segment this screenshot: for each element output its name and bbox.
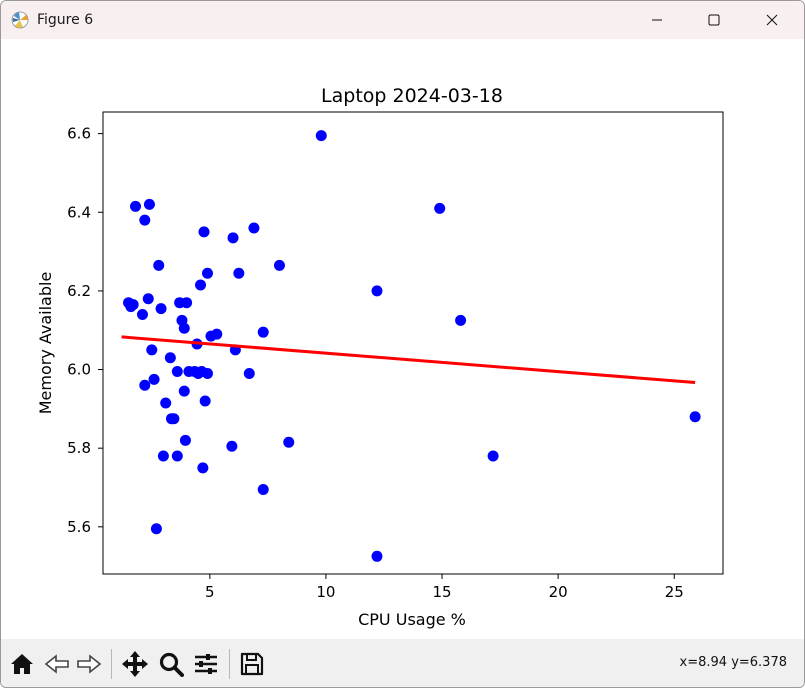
data-point <box>198 226 210 238</box>
data-point <box>148 373 160 385</box>
data-point <box>179 434 191 446</box>
data-point <box>226 440 238 452</box>
cursor-x: x=8.94 <box>679 655 728 670</box>
toolbar-separator <box>229 649 230 679</box>
scatter-chart: Laptop 2024-03-18 5 10 15 20 25 5.6 5.8 6.0 6.2… <box>36 85 724 629</box>
x-tick-label: 5 <box>205 583 215 601</box>
data-point <box>160 397 172 409</box>
home-button[interactable] <box>7 649 37 679</box>
data-point <box>171 366 183 378</box>
y-axis-label: Memory Available <box>36 272 55 415</box>
window-title: Figure 6 <box>37 12 94 28</box>
maximize-icon <box>708 14 720 26</box>
data-point <box>171 450 183 462</box>
trend-line-group <box>121 335 696 385</box>
data-point <box>371 285 383 297</box>
plot-area <box>102 111 724 575</box>
data-points <box>123 130 701 562</box>
data-point <box>487 450 499 462</box>
zoom-icon <box>159 652 184 677</box>
data-point <box>257 483 269 495</box>
zoom-button[interactable] <box>156 649 186 679</box>
cursor-y: y=6.378 <box>731 655 787 670</box>
y-tick-label: 6.0 <box>67 361 91 379</box>
data-point <box>153 259 165 271</box>
forward-button[interactable] <box>74 649 104 679</box>
data-point <box>371 550 383 562</box>
forward-icon <box>77 654 102 674</box>
x-tick-label: 25 <box>665 583 684 601</box>
data-point <box>150 523 162 535</box>
y-axis-ticks: 5.6 5.8 6.0 6.2 6.4 6.6 <box>67 125 103 536</box>
save-icon <box>240 652 264 676</box>
data-point <box>273 259 285 271</box>
cursor-coordinates: x=8.94 y=6.378 <box>680 655 787 670</box>
data-point <box>168 413 180 425</box>
configure-subplots-icon <box>195 654 217 674</box>
minimize-button[interactable] <box>629 1 685 39</box>
data-point <box>139 379 151 391</box>
save-button[interactable] <box>237 649 267 679</box>
data-point <box>689 411 701 423</box>
data-point <box>164 352 176 364</box>
y-tick-label: 6.4 <box>67 203 91 221</box>
data-point <box>155 303 167 315</box>
data-point <box>142 293 154 305</box>
figure-canvas[interactable]: Laptop 2024-03-18 5 10 15 20 25 5.6 5.8 6.0 6.2… <box>1 39 804 639</box>
maximize-button[interactable] <box>686 1 742 39</box>
data-point <box>195 279 207 291</box>
configure-subplots-button[interactable] <box>191 649 221 679</box>
matplotlib-app-icon <box>11 11 29 29</box>
data-point <box>201 267 213 279</box>
minimize-icon <box>652 19 662 21</box>
close-button[interactable] <box>744 1 800 39</box>
y-tick-label: 6.2 <box>67 282 91 300</box>
data-point <box>178 322 190 334</box>
x-tick-label: 15 <box>432 583 451 601</box>
data-point <box>434 202 446 214</box>
back-button[interactable] <box>42 649 72 679</box>
data-point <box>455 314 467 326</box>
data-point <box>136 308 148 320</box>
title-bar[interactable]: Figure 6 <box>1 1 804 39</box>
data-point <box>315 130 327 142</box>
data-point <box>127 299 139 311</box>
x-tick-label: 20 <box>549 583 568 601</box>
data-point <box>211 328 223 340</box>
data-point <box>181 297 193 309</box>
x-axis-ticks: 5 10 15 20 25 <box>205 574 684 601</box>
close-icon <box>766 14 778 26</box>
pan-icon <box>122 651 148 677</box>
x-axis-label: CPU Usage % <box>358 610 466 629</box>
data-point <box>233 267 245 279</box>
data-point <box>248 222 260 234</box>
data-point <box>130 200 142 212</box>
home-icon <box>11 654 33 674</box>
data-point <box>143 198 155 210</box>
data-point <box>139 214 151 226</box>
back-icon <box>44 654 69 674</box>
data-point <box>201 367 213 379</box>
y-tick-label: 6.6 <box>67 125 91 143</box>
pan-button[interactable] <box>120 649 150 679</box>
navigation-toolbar: x=8.94 y=6.378 <box>1 639 804 687</box>
y-tick-label: 5.8 <box>67 439 91 457</box>
trend-line <box>121 335 696 385</box>
x-tick-label: 10 <box>316 583 335 601</box>
data-point <box>283 436 295 448</box>
data-point <box>227 232 239 244</box>
data-point <box>257 326 269 338</box>
data-point <box>146 344 158 356</box>
chart-title: Laptop 2024-03-18 <box>321 85 503 107</box>
data-point <box>157 450 169 462</box>
data-point <box>197 462 209 474</box>
data-point <box>178 385 190 397</box>
data-point <box>199 395 211 407</box>
data-point <box>243 367 255 379</box>
toolbar-separator <box>111 649 112 679</box>
y-tick-label: 5.6 <box>67 518 91 536</box>
